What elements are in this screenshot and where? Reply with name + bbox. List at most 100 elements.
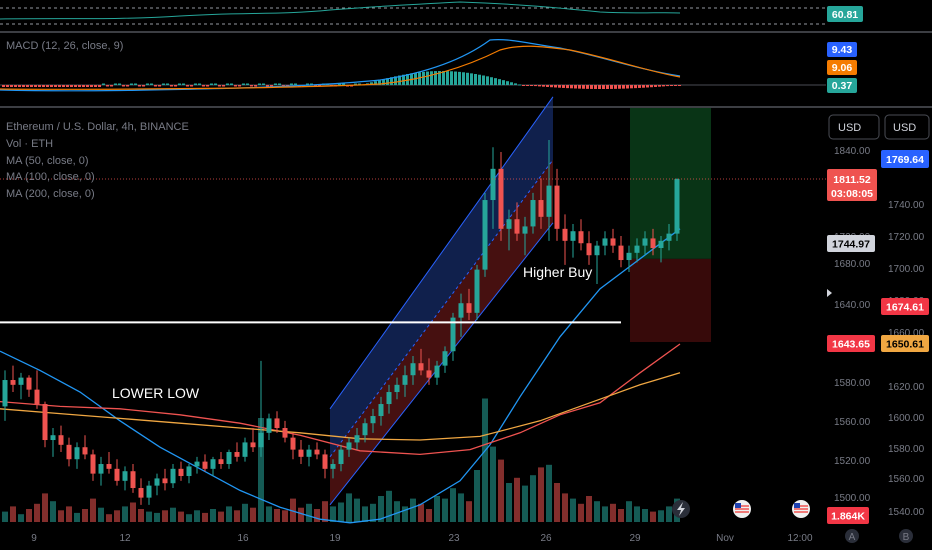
parallel-channel[interactable]	[329, 96, 554, 506]
volume-bar	[554, 483, 560, 522]
volume-bar	[282, 510, 288, 522]
macd-hist-bar	[134, 83, 137, 85]
candle-body	[610, 238, 616, 246]
candle	[546, 140, 552, 241]
volume-bar	[642, 509, 648, 522]
candle-body	[346, 442, 352, 450]
candle-body	[2, 380, 8, 407]
candle-body	[386, 392, 392, 405]
candle-body	[362, 423, 368, 436]
candle-body	[10, 380, 16, 385]
volume-bar	[122, 506, 128, 522]
auto-scale-icon[interactable]	[845, 529, 859, 543]
volume-bar	[338, 502, 344, 522]
volume-bar	[594, 501, 600, 522]
ma-red-price-tag-bg	[827, 335, 875, 352]
candle-body	[250, 442, 256, 448]
macd-hist-bar	[126, 85, 129, 87]
candle	[474, 264, 480, 321]
volume-bar	[386, 490, 392, 522]
macd-hist-bar	[454, 71, 457, 85]
macd-hist-bar	[214, 83, 217, 85]
scale-collapse-arrow-icon[interactable]	[827, 289, 832, 297]
candle	[578, 219, 584, 251]
volume-bar	[274, 509, 280, 522]
candle-body	[74, 447, 80, 460]
macd-hist-bar	[114, 83, 117, 85]
rsi-value-tag	[827, 6, 863, 22]
volume-bar	[466, 501, 472, 522]
channel-lower-half	[330, 159, 553, 505]
macd-hist-bar	[638, 85, 641, 88]
volume-bar	[562, 493, 568, 522]
macd-hist-bar	[522, 85, 525, 86]
candle	[586, 231, 592, 265]
candle-body	[402, 375, 408, 385]
macd-hist-bar	[290, 83, 293, 85]
candle-body	[314, 449, 320, 455]
macd-hist-bar	[274, 83, 277, 85]
annotation-lower-low[interactable]: LOWER LOW	[112, 385, 200, 401]
candle-body	[146, 485, 152, 498]
macd-hist-bar	[374, 81, 377, 85]
candle	[298, 440, 304, 465]
macd-tag-bg	[827, 78, 857, 93]
candle	[626, 245, 632, 273]
volume-bar	[402, 506, 408, 522]
currency-button-2[interactable]	[884, 114, 930, 140]
candle	[618, 236, 624, 268]
price-tick-inner: 1500.00	[834, 493, 871, 504]
candle	[674, 178, 680, 241]
price-tick-outer: 1580.00	[888, 444, 925, 455]
volume-bar	[482, 398, 488, 522]
macd-hist-bar	[18, 85, 21, 87]
price-tick-outer: 1600.00	[888, 413, 925, 424]
annotation-higher-buy[interactable]: Higher Buy	[523, 264, 592, 280]
macd-hist-bar	[622, 85, 625, 89]
candle-body	[210, 459, 216, 469]
currency-button-1-label: USD	[838, 122, 861, 134]
candle	[98, 456, 104, 486]
candle	[210, 456, 216, 477]
candle-body	[194, 461, 200, 467]
price-tick-outer: 1700.00	[888, 264, 925, 275]
price-scale[interactable]: 1840.001800.001760.001720.001680.001640.…	[827, 114, 930, 524]
volume-bar	[634, 506, 640, 522]
currency-button-1[interactable]	[828, 114, 880, 140]
candle-body	[666, 233, 672, 241]
currency-button-2-label: USD	[893, 122, 916, 134]
macd-hist-bar	[210, 83, 213, 85]
macd-hist-bar	[338, 83, 341, 85]
candle-body	[378, 404, 384, 417]
macd-hist-bar	[270, 85, 273, 87]
macd-hist-bar	[294, 83, 297, 85]
macd-hist-bar	[38, 85, 41, 87]
macd-hist-bar	[230, 83, 233, 85]
long-position-tool[interactable]	[630, 108, 711, 342]
candle	[466, 288, 472, 321]
macd-value-tags: 9.43 9.06 0.37	[827, 42, 857, 93]
candle	[82, 435, 88, 460]
price-tick-inner: 1580.00	[834, 378, 871, 389]
candle	[26, 375, 32, 397]
candle	[122, 466, 128, 491]
candle	[386, 384, 392, 414]
candle	[18, 372, 24, 400]
macd-hist-bar	[190, 85, 193, 87]
candle-body	[130, 471, 136, 489]
volume-bar	[322, 501, 328, 522]
scale-b-icon[interactable]	[899, 529, 913, 543]
candle	[434, 360, 440, 385]
macd-hist-bar	[534, 85, 537, 87]
position-loss-zone	[630, 258, 711, 342]
macd-hist-bar	[386, 78, 389, 85]
macd-hist-bar	[130, 83, 133, 85]
time-axis[interactable]: 9 12 16 19 23 26 29 Nov 12:00	[31, 533, 813, 544]
macd-hist-bar	[378, 80, 381, 85]
candle	[138, 478, 144, 505]
candle-body	[26, 377, 32, 390]
macd-hist-bar	[34, 85, 37, 87]
macd-tag-label: 9.06	[832, 62, 853, 74]
macd-hist-bar	[550, 85, 553, 88]
